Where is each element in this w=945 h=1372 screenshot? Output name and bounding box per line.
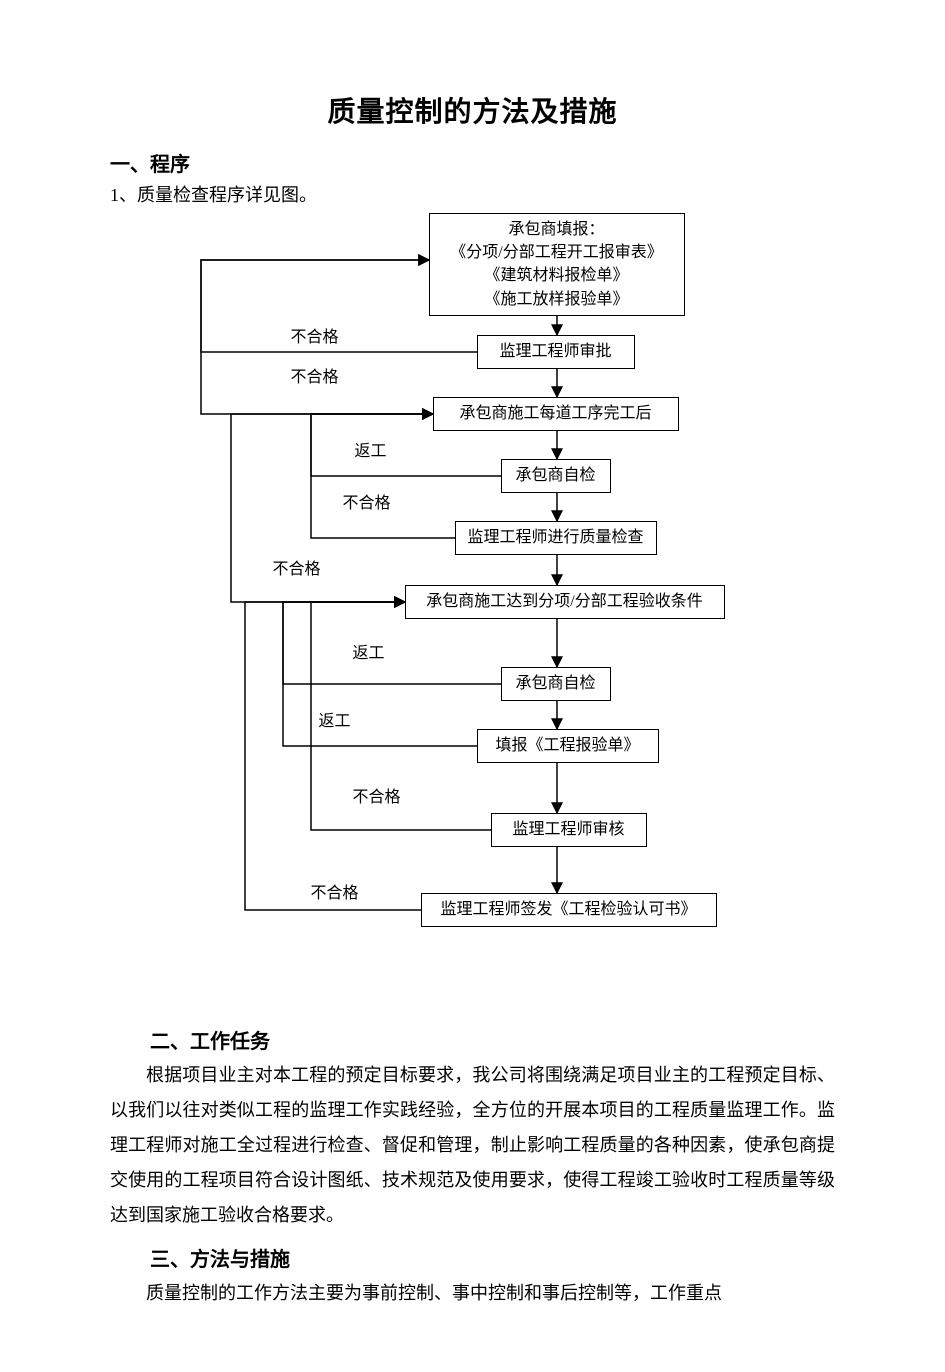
- section2-body: 根据项目业主对本工程的预定目标要求，我公司将围绕满足项目业主的工程预定目标、以我…: [110, 1058, 835, 1233]
- edge-label-f6: 返工: [353, 639, 385, 663]
- edge-label-f8: 不合格: [353, 783, 401, 807]
- flow-node-n2: 监理工程师审批: [477, 335, 635, 369]
- section1-line1: 1、质量检查程序详见图。: [110, 181, 835, 207]
- flow-node-n6: 承包商施工达到分项/分部工程验收条件: [405, 585, 725, 619]
- section2-heading: 二、工作任务: [110, 1025, 835, 1054]
- edge-label-f5: 不合格: [273, 555, 321, 579]
- edge-label-f3: 返工: [355, 437, 387, 461]
- edge-label-f1: 不合格: [291, 323, 339, 347]
- flow-node-n5: 监理工程师进行质量检查: [455, 521, 657, 555]
- flowchart: 承包商填报：《分项/分部工程开工报审表》《建筑材料报检单》《施工放样报验单》监理…: [123, 213, 823, 1013]
- edge-label-f7: 返工: [319, 707, 351, 731]
- flow-node-n4: 承包商自检: [501, 459, 611, 493]
- page-title: 质量控制的方法及措施: [110, 90, 835, 130]
- flow-node-n7: 承包商自检: [501, 667, 611, 701]
- section3-heading: 三、方法与措施: [110, 1243, 835, 1272]
- flow-node-n10: 监理工程师签发《工程检验认可书》: [421, 893, 717, 927]
- flow-node-n8: 填报《工程报验单》: [477, 729, 659, 763]
- edge-label-f9: 不合格: [311, 879, 359, 903]
- edge-label-f2: 不合格: [291, 363, 339, 387]
- section3-body: 质量控制的工作方法主要为事前控制、事中控制和事后控制等，工作重点: [110, 1276, 835, 1311]
- flow-node-n9: 监理工程师审核: [491, 813, 647, 847]
- flow-node-n1: 承包商填报：《分项/分部工程开工报审表》《建筑材料报检单》《施工放样报验单》: [429, 213, 685, 316]
- flow-node-n3: 承包商施工每道工序完工后: [433, 397, 679, 431]
- section1-heading: 一、程序: [110, 148, 835, 177]
- edge-label-f4: 不合格: [343, 489, 391, 513]
